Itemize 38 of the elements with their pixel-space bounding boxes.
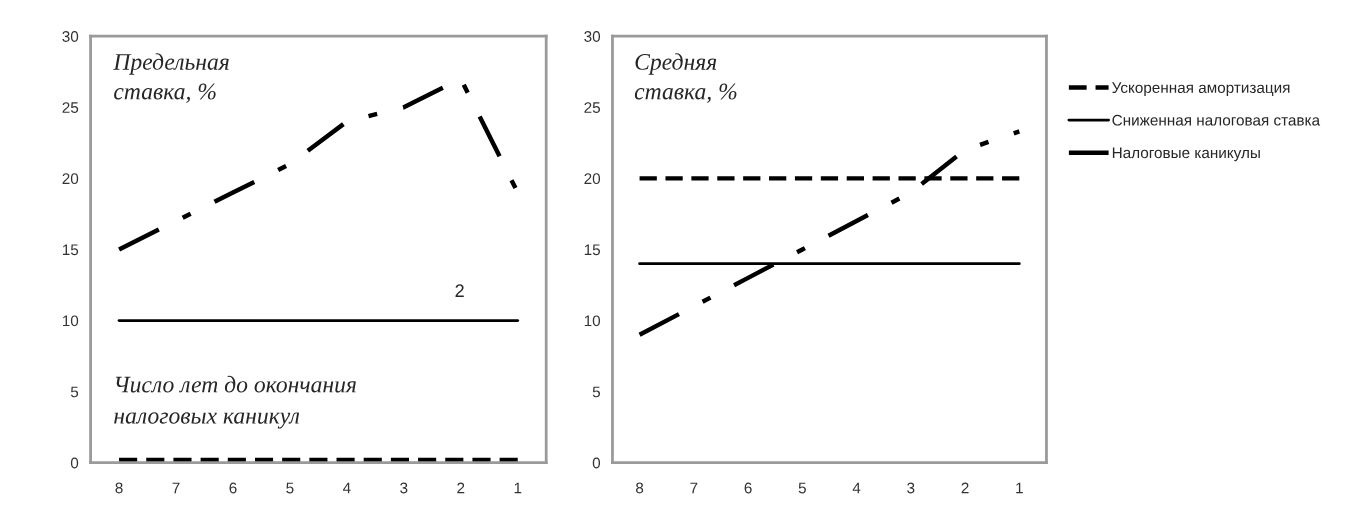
x-tick-label: 2 [961,482,969,494]
y-tick-label: 15 [584,244,601,256]
line-series [637,129,1022,337]
y-tick-label: 10 [584,315,601,327]
text: Средняя ставка, % [634,53,737,103]
x-tick-label: 6 [744,482,752,494]
legend-label: Сниженная налоговая ставка [1112,114,1321,126]
x-tick-label: 8 [115,482,123,494]
x-tick-label: 8 [636,482,644,494]
x-tick-label: 5 [286,482,294,494]
y-tick-label: 25 [62,102,79,113]
x-tick-label: 1 [1016,482,1023,494]
annotation: Число лет до окончания налоговых каникул [114,375,356,429]
x-tick-label: 5 [798,482,806,494]
y-tick-label: 0 [592,457,601,469]
text: Предельная ставка, % [113,53,229,103]
legend-label: Ускоренная амортизация [1112,82,1290,97]
y-tick-label: 0 [70,457,79,469]
y-tick-label: 5 [70,386,79,398]
x-tick-label: 3 [400,482,408,494]
y-tick-label: 20 [584,173,601,185]
y-tick-label: 30 [62,31,79,42]
x-tick-label: 3 [907,482,915,494]
y-tick-label: 25 [584,102,601,113]
y-tick-label: 5 [592,386,601,398]
x-tick-label: 4 [852,482,861,494]
y-tick-label: 30 [584,31,601,42]
x-tick-label: 1 [514,482,522,494]
y-tick-label: 20 [62,173,79,185]
y-tick-label: 10 [62,315,79,327]
x-tick-label: 7 [690,482,698,494]
x-tick-label: 4 [342,482,351,494]
x-tick-label: 7 [172,482,180,494]
legend-label: Налоговые каникулы [1112,147,1260,162]
x-tick-label: 6 [229,482,237,494]
x-tick-label: 2 [457,482,465,494]
y-tick-label: 15 [62,244,79,256]
annotation: 2 [455,284,464,297]
